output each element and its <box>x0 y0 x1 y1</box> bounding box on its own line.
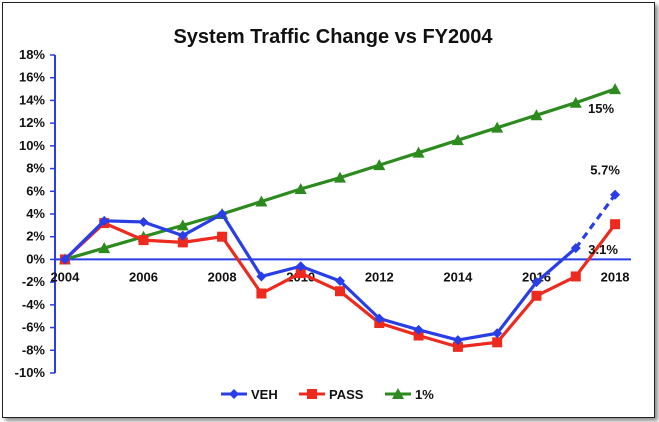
veh-point <box>99 215 110 226</box>
trend-point <box>176 219 189 231</box>
pass-point <box>177 237 188 248</box>
annotation-label: 15% <box>588 101 614 116</box>
y-tick-label: -2% <box>22 274 46 289</box>
x-tick-label: 2004 <box>50 269 80 284</box>
pass-point <box>138 235 149 246</box>
trend-point <box>294 183 307 195</box>
trend-point <box>255 195 268 207</box>
pass-point <box>570 271 581 282</box>
x-tick-label: 2014 <box>443 269 473 284</box>
line-chart: System Traffic Change vs FY2004 18% 16% 14… <box>15 26 631 402</box>
veh-point <box>256 271 267 282</box>
legend-item: PASS <box>299 387 364 402</box>
y-tick-label: 6% <box>26 183 45 198</box>
annotations: 15% 5.7% 3.1% <box>588 101 620 257</box>
legend-item: 1% <box>385 387 434 402</box>
y-tick-label: 16% <box>19 70 45 85</box>
y-tick-label: -10% <box>15 365 46 380</box>
veh-point <box>374 313 385 324</box>
legend: VEH PASS 1% <box>221 387 434 402</box>
pass-point <box>217 231 228 242</box>
pass-point <box>531 290 542 301</box>
diamond-icon <box>229 389 239 399</box>
legend-label: PASS <box>329 387 364 402</box>
chart-frame: System Traffic Change vs FY2004 18% 16% 14… <box>2 2 655 418</box>
veh-point <box>138 216 149 227</box>
pass-point <box>610 219 621 230</box>
legend-label: 1% <box>415 387 434 402</box>
trend-point <box>451 134 464 146</box>
trend-point <box>609 83 622 95</box>
series-veh <box>59 189 621 346</box>
chart-title: System Traffic Change vs FY2004 <box>173 26 493 48</box>
pass-point <box>492 337 503 348</box>
trend-point <box>491 121 504 133</box>
pass-point <box>452 341 463 352</box>
trend-point <box>373 159 386 171</box>
series-line-projected <box>574 193 617 250</box>
annotation-label: 5.7% <box>590 163 620 178</box>
square-icon <box>307 389 317 399</box>
legend-item: VEH <box>221 387 278 402</box>
veh-point <box>492 328 503 339</box>
pass-point <box>256 288 267 299</box>
pass-point <box>335 286 345 297</box>
x-tick-label: 2006 <box>129 269 158 284</box>
axes: 18% 16% 14% 12% 10% 8% 6% 4% 2% 0% -2% -4% -6% -8% -10… <box>15 47 631 380</box>
y-tick-label: 8% <box>26 161 45 176</box>
y-tick-label: 0% <box>26 251 45 266</box>
y-tick-label: 18% <box>19 47 45 62</box>
veh-point <box>177 230 188 241</box>
trend-point <box>98 242 111 254</box>
triangle-icon <box>392 388 404 399</box>
trend-point <box>569 96 582 108</box>
y-tick-label: -6% <box>22 320 46 335</box>
series-line <box>63 212 577 342</box>
pass-point <box>295 268 306 279</box>
veh-point <box>610 189 621 200</box>
x-tick-label: 2012 <box>365 269 394 284</box>
veh-point <box>452 335 463 346</box>
y-tick-label: 2% <box>26 229 45 244</box>
veh-point <box>217 209 228 219</box>
y-tick-label: -8% <box>22 342 46 357</box>
trend-point <box>412 146 425 158</box>
y-tick-label: 14% <box>19 92 45 107</box>
veh-point <box>531 277 542 288</box>
y-tick-label: 4% <box>26 206 45 221</box>
pass-point <box>413 330 424 341</box>
veh-point <box>335 276 345 287</box>
y-tick-label: 12% <box>19 115 45 130</box>
x-tick-label: 2016 <box>522 269 551 284</box>
veh-point <box>570 243 581 254</box>
x-tick-label: 2018 <box>601 269 630 284</box>
series-layer <box>58 83 622 352</box>
x-tick-label: 2008 <box>208 269 237 284</box>
annotation-label: 3.1% <box>588 242 618 257</box>
y-tick-label: -4% <box>22 297 46 312</box>
trend-point <box>530 109 543 121</box>
veh-point <box>413 324 424 335</box>
legend-label: VEH <box>251 387 278 402</box>
veh-point <box>295 261 306 272</box>
y-tick-label: 10% <box>19 138 45 153</box>
trend-point <box>334 171 346 183</box>
